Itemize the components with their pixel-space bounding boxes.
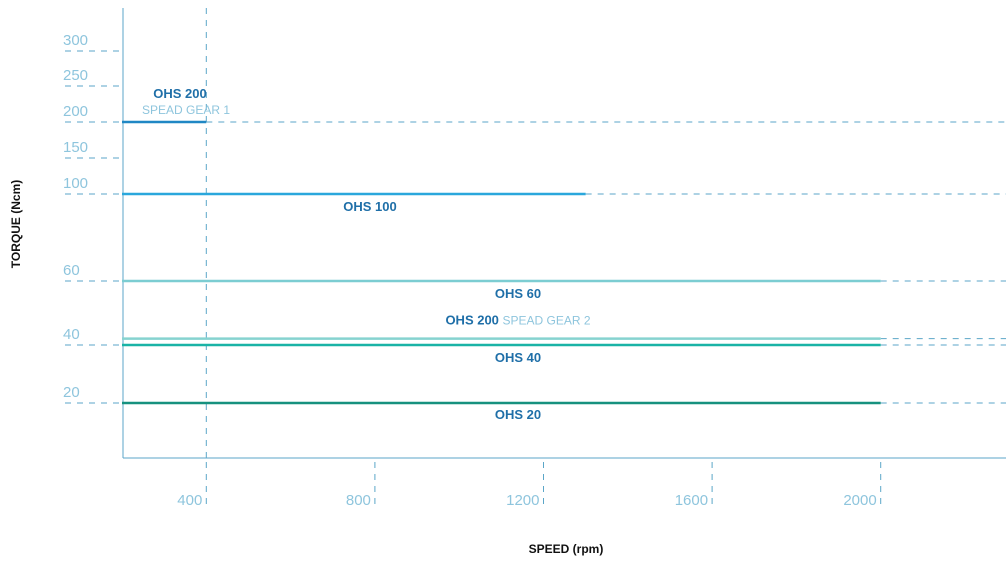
- y-tick-label: 60: [63, 262, 80, 279]
- series-sublabel: SPEAD GEAR 2: [503, 314, 591, 328]
- y-tick-label: 20: [63, 384, 80, 401]
- series-label: OHS 60: [495, 286, 541, 301]
- series-label: OHS 20: [495, 407, 541, 422]
- x-tick-label: 400: [177, 492, 202, 509]
- x-tick-label: 1200: [506, 492, 539, 509]
- series-label: OHS 200: [153, 86, 206, 101]
- series-labels: OHS 200 SPEAD GEAR 1 OHS 100 OHS 60 OHS 200 …: [142, 86, 591, 422]
- x-tick-label: 1600: [675, 492, 708, 509]
- x-axis-title: SPEED (rpm): [529, 542, 604, 556]
- axes: [122, 8, 1006, 459]
- tick-labels: 20 40 60 100 150 200 250 300 400 800 1200 1600 2000: [63, 32, 877, 509]
- series-label: OHS 40: [495, 350, 541, 365]
- x-tick-label: 800: [346, 492, 371, 509]
- y-axis-title: TORQUE (Ncm): [9, 180, 23, 268]
- reference-lines: [65, 8, 1006, 508]
- x-tick-label: 2000: [843, 492, 876, 509]
- y-tick-label: 200: [63, 103, 88, 120]
- y-tick-label: 300: [63, 32, 88, 49]
- y-tick-label: 250: [63, 67, 88, 84]
- series-sublabel: SPEAD GEAR 1: [142, 103, 230, 117]
- y-tick-label: 40: [63, 326, 80, 343]
- series-lines: [122, 120, 881, 405]
- y-tick-label: 150: [63, 139, 88, 156]
- y-tick-label: 100: [63, 175, 88, 192]
- series-label: OHS 200 SPEAD GEAR 2: [445, 313, 590, 328]
- series-label: OHS 100: [343, 199, 396, 214]
